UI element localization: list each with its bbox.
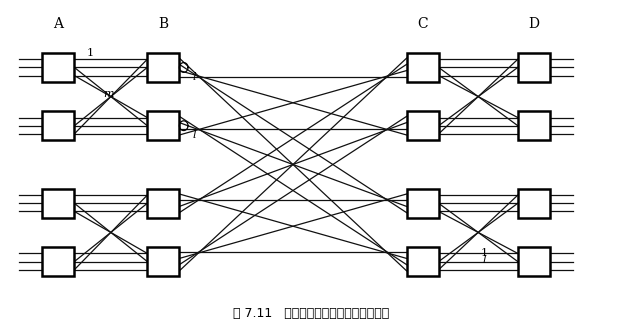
Text: 1: 1 [481, 248, 488, 259]
Text: m: m [103, 89, 113, 99]
Bar [147, 247, 179, 276]
Bar [42, 111, 74, 140]
Text: A: A [54, 17, 64, 31]
Text: 图 7.11   对应于桥接型通路图的四级网络: 图 7.11 对应于桥接型通路图的四级网络 [234, 307, 389, 320]
Bar [147, 53, 179, 82]
Text: l: l [193, 71, 196, 82]
Bar [518, 247, 550, 276]
Text: C: C [417, 17, 428, 31]
Bar [42, 189, 74, 218]
Bar [407, 189, 439, 218]
Bar [42, 53, 74, 82]
Text: l: l [483, 255, 486, 265]
Bar [407, 53, 439, 82]
Bar [407, 111, 439, 140]
Text: l: l [193, 130, 196, 140]
Bar [147, 189, 179, 218]
Bar [147, 111, 179, 140]
Bar [518, 111, 550, 140]
Bar [518, 189, 550, 218]
Bar [42, 247, 74, 276]
Bar [518, 53, 550, 82]
Bar [407, 247, 439, 276]
Text: B: B [158, 17, 168, 31]
Text: 1: 1 [86, 48, 93, 59]
Text: D: D [528, 17, 540, 31]
